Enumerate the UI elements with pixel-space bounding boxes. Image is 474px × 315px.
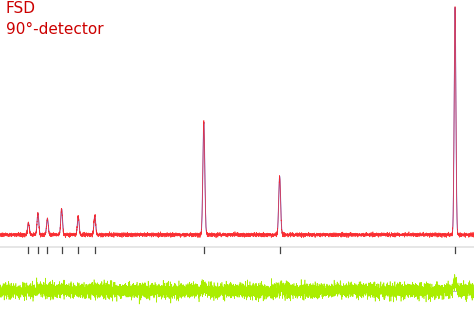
Text: 90°-detector: 90°-detector [6,22,103,37]
Text: FSD: FSD [6,1,36,16]
